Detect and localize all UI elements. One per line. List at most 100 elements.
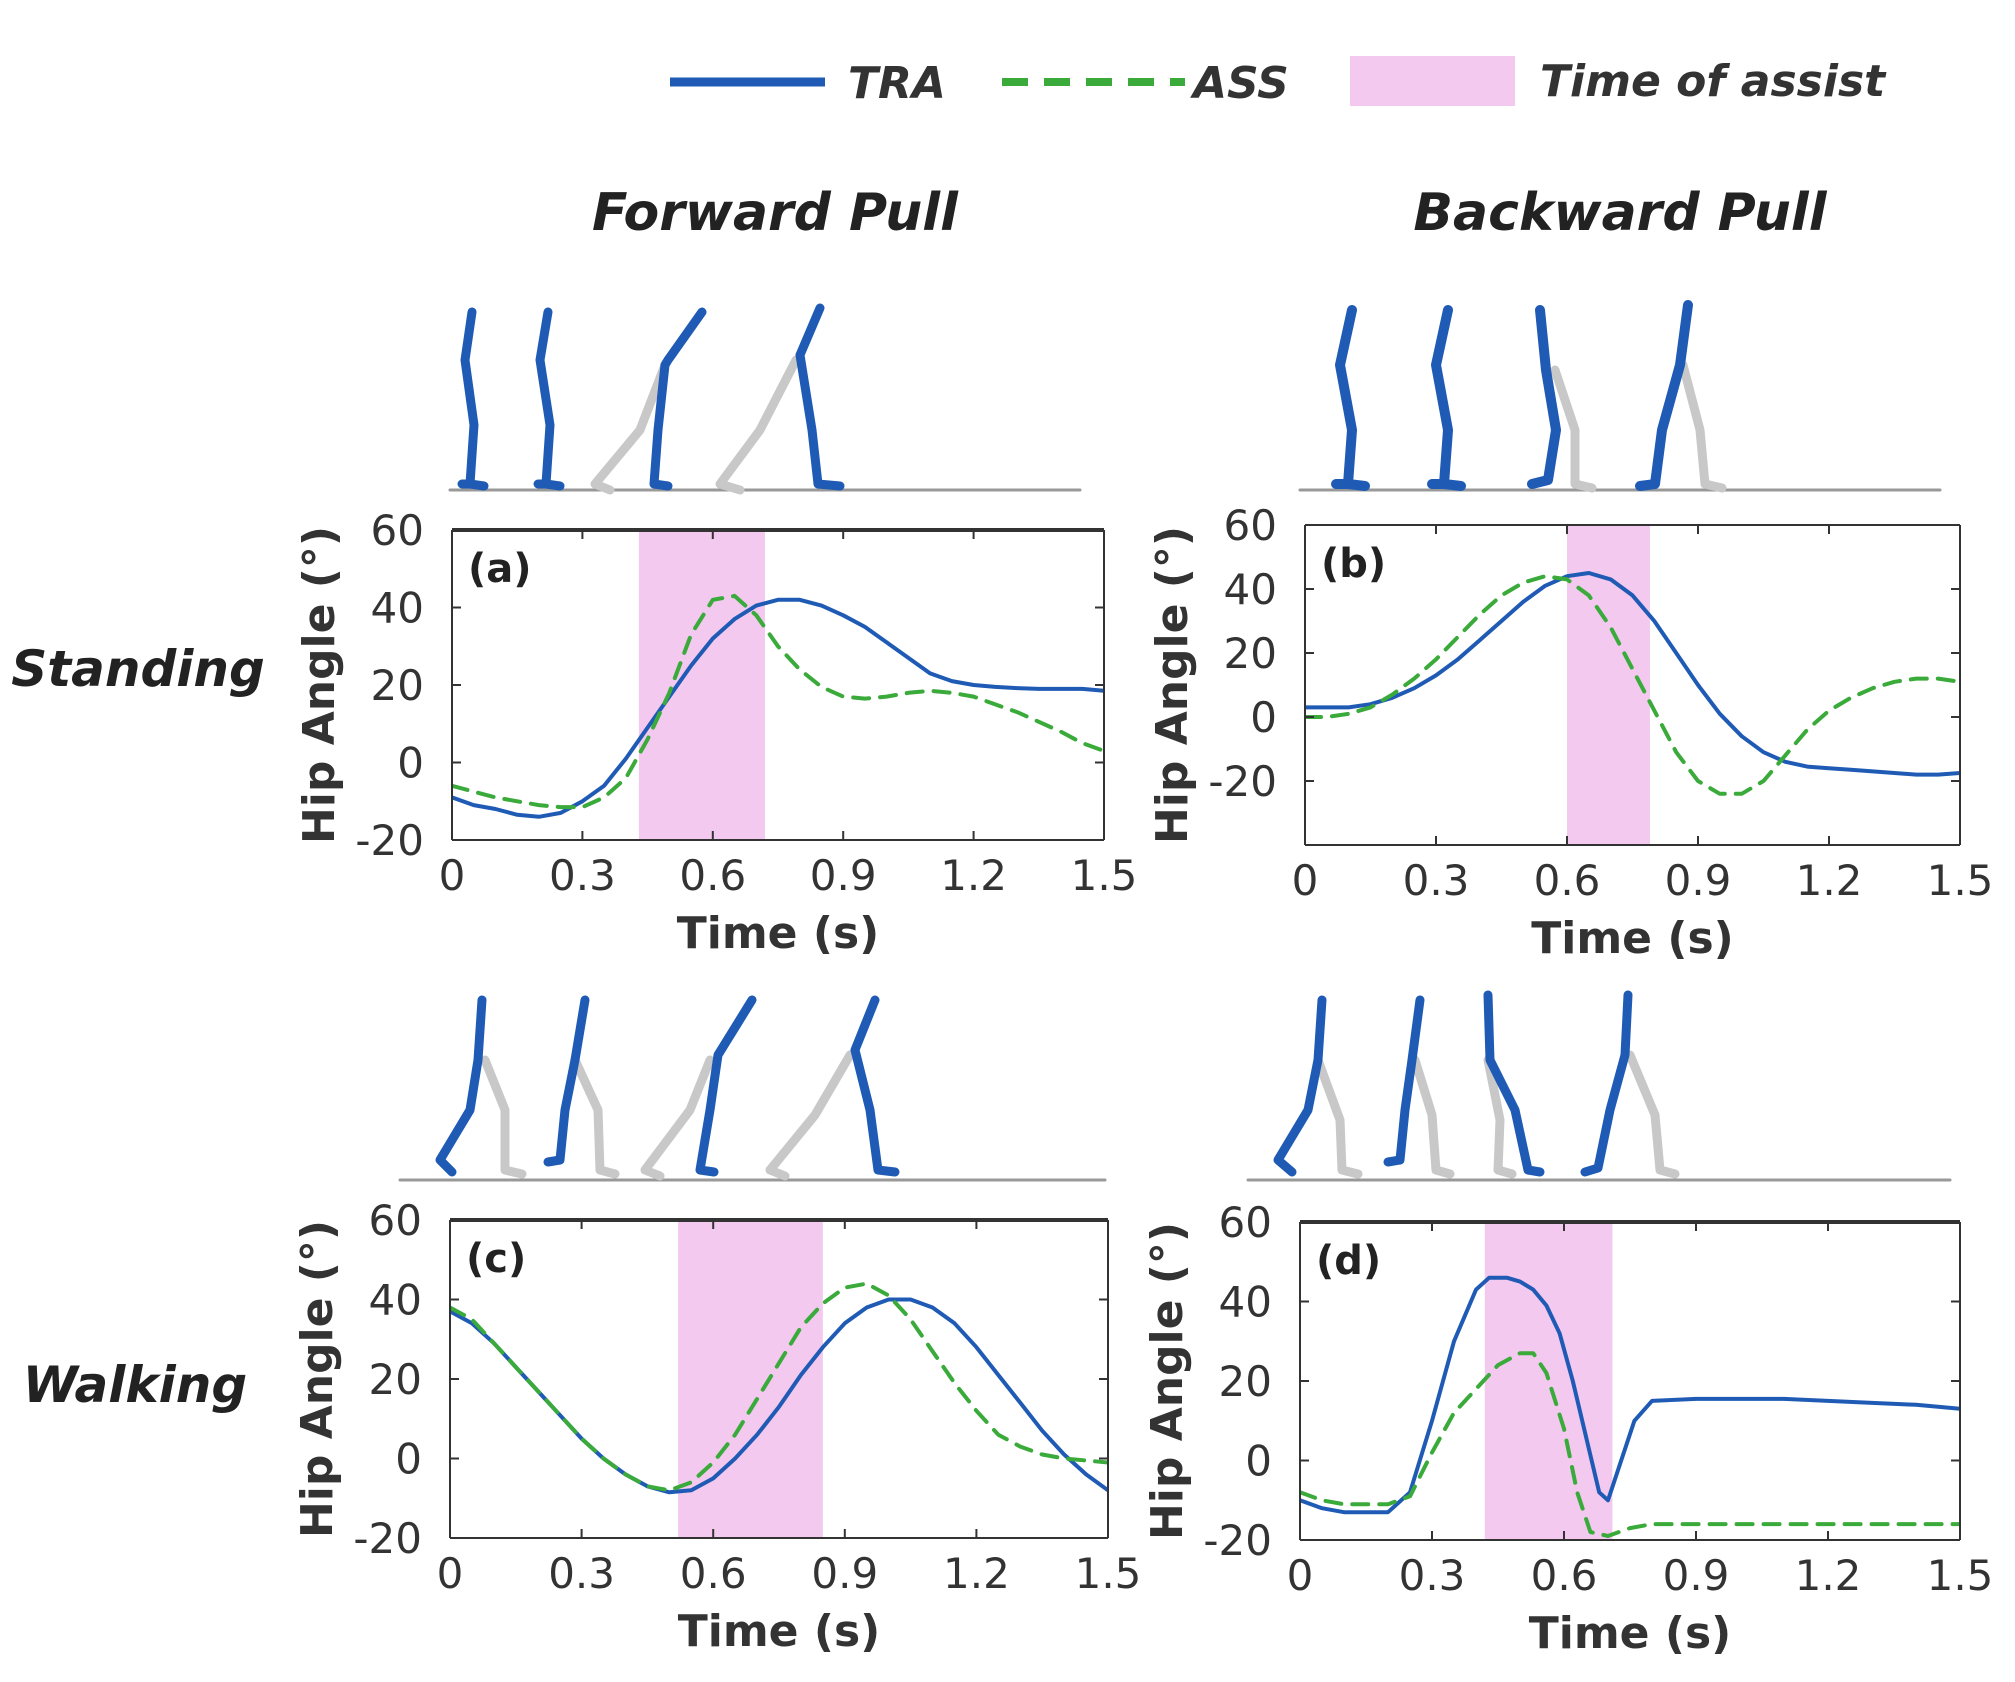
strip-d-figure-1-front	[1273, 995, 1327, 1177]
y-tick-label-c: 20	[369, 1355, 422, 1404]
legend: TRA ASS Time of assist	[670, 56, 1887, 109]
assist-window-c	[678, 1220, 823, 1538]
panel-label-b: (b)	[1321, 541, 1386, 587]
x-tick-label-d: 0	[1287, 1551, 1314, 1600]
legend-assist-swatch	[1350, 56, 1515, 106]
y-tick-label-c: 40	[369, 1276, 422, 1325]
strip-b-figure-4-back	[1678, 360, 1727, 493]
chart-panel-a: 0 0.3 0.6 0.9 1.2 1.5 60 40 20 0 -20 (a) Time (s) Hip…	[294, 506, 1137, 959]
x-tick-label-c: 0	[437, 1549, 464, 1598]
chart-panel-b: 0 0.3 0.6 0.9 1.2 1.5 60 40 20 0 -20 (b) Time (s) Hip…	[1147, 501, 1993, 964]
x-tick-label-d: 0.9	[1663, 1551, 1730, 1600]
strip-d-figure-1-back	[1313, 1055, 1363, 1179]
x-tick-label-a: 0.6	[679, 851, 746, 900]
series-ass-line-c	[450, 1281, 1108, 1493]
chart-panel-c: 0 0.3 0.6 0.9 1.2 1.5 60 40 20 0 -20 (c) Time (s) Hip…	[292, 1196, 1141, 1657]
y-tick-label-c: 0	[395, 1435, 422, 1484]
y-axis-label-a: Hip Angle (°)	[294, 526, 345, 844]
strip-b-figure-3-front	[1527, 305, 1561, 489]
x-tick-label-b: 1.5	[1927, 856, 1994, 905]
x-tick-label-d: 0.3	[1399, 1551, 1466, 1600]
x-tick-label-a: 0.3	[549, 851, 616, 900]
assist-window-a	[638, 530, 765, 840]
series-tra-line-b	[1305, 571, 1960, 777]
series-ass-line-a	[452, 593, 1104, 810]
y-tick-label-a: 40	[371, 584, 424, 633]
series-tra-line-d	[1300, 1275, 1960, 1515]
row-title-walking: Walking	[23, 1356, 247, 1414]
panel-label-d: (d)	[1316, 1238, 1381, 1284]
y-tick-label-d: 20	[1219, 1357, 1272, 1406]
y-tick-label-c: -20	[353, 1514, 422, 1563]
y-tick-label-a: -20	[355, 816, 424, 865]
y-tick-label-b: -20	[1208, 757, 1277, 806]
panel-label-c: (c)	[466, 1236, 526, 1282]
x-tick-label-c: 0.3	[548, 1549, 615, 1598]
strip-d-figure-2-back	[1410, 1055, 1455, 1179]
y-tick-label-a: 20	[371, 661, 424, 710]
y-tick-label-d: 60	[1219, 1198, 1272, 1247]
strip-c-figure-4-front	[850, 995, 900, 1177]
x-tick-label-b: 0.9	[1665, 856, 1732, 905]
y-axis-label-c: Hip Angle (°)	[292, 1220, 343, 1538]
legend-ass-label: ASS	[1190, 58, 1289, 109]
y-tick-label-a: 60	[371, 506, 424, 555]
column-title-forward: Forward Pull	[592, 183, 959, 243]
posture-strip-c	[398, 995, 1107, 1182]
y-tick-label-d: 0	[1245, 1437, 1272, 1486]
strip-b-figure-3-back	[1550, 365, 1597, 493]
x-tick-label-c: 0.6	[680, 1549, 747, 1598]
y-axis-label-d: Hip Angle (°)	[1142, 1222, 1193, 1540]
x-tick-label-c: 1.5	[1075, 1549, 1142, 1598]
x-tick-label-c: 1.2	[943, 1549, 1010, 1598]
x-axis-label-b: Time (s)	[1531, 913, 1734, 964]
strip-c-figure-2-front	[543, 995, 590, 1167]
legend-assist-label: Time of assist	[1540, 56, 1887, 107]
panel-label-a: (a)	[468, 546, 532, 592]
x-tick-label-b: 0.6	[1534, 856, 1601, 905]
strip-c-figure-3-front	[695, 995, 757, 1177]
x-tick-label-d: 1.5	[1927, 1551, 1994, 1600]
chart-panel-d: 0 0.3 0.6 0.9 1.2 1.5 60 40 20 0 -20 (d) Time (s) Hip…	[1142, 1198, 1993, 1659]
strip-c-figure-1-back	[480, 1055, 527, 1179]
x-tick-label-b: 0	[1292, 856, 1319, 905]
strip-d-figure-4-back	[1625, 1050, 1680, 1179]
strip-a-figure-4-front	[795, 303, 845, 491]
x-tick-label-b: 1.2	[1796, 856, 1863, 905]
series-tra-line-c	[450, 1297, 1108, 1495]
strip-c-figure-2-back	[570, 1055, 620, 1179]
x-tick-label-a: 1.2	[940, 851, 1007, 900]
x-tick-label-d: 1.2	[1795, 1551, 1862, 1600]
assist-window-d	[1484, 1222, 1613, 1540]
posture-strip-d	[1246, 990, 1952, 1182]
x-axis-label-c: Time (s)	[678, 1606, 881, 1657]
y-tick-label-d: -20	[1203, 1516, 1272, 1565]
x-tick-label-a: 0.9	[810, 851, 877, 900]
x-tick-label-b: 0.3	[1403, 856, 1470, 905]
y-tick-label-b: 60	[1224, 501, 1277, 550]
x-axis-label-d: Time (s)	[1529, 1608, 1732, 1659]
strip-c-figure-3-back	[640, 1055, 715, 1181]
y-axis-label-b: Hip Angle (°)	[1147, 526, 1198, 844]
chart-panels: 0 0.3 0.6 0.9 1.2 1.5 60 40 20 0 -20 (a) Time (s) Hip…	[292, 501, 1993, 1659]
strip-b-figure-1	[1331, 305, 1370, 491]
y-tick-label-a: 0	[397, 739, 424, 788]
x-axis-label-a: Time (s)	[677, 908, 880, 959]
posture-strip-b	[1298, 300, 1942, 493]
series-ass-line-d	[1300, 1351, 1960, 1538]
strip-b-figure-4-front	[1635, 300, 1693, 491]
y-tick-label-b: 0	[1250, 693, 1277, 742]
column-title-backward: Backward Pull	[1413, 183, 1827, 243]
x-tick-label-a: 1.5	[1071, 851, 1138, 900]
series-ass-line-b	[1305, 574, 1960, 796]
strip-d-figure-2-front	[1383, 995, 1425, 1167]
y-tick-label-c: 60	[369, 1196, 422, 1245]
strip-d-figure-4-front	[1580, 990, 1633, 1177]
x-tick-label-d: 0.6	[1531, 1551, 1598, 1600]
strip-d-figure-3-front	[1483, 990, 1545, 1177]
strip-c-figure-1-front	[435, 995, 487, 1177]
strip-a-figure-3-back	[590, 360, 670, 495]
x-tick-label-a: 0	[439, 851, 466, 900]
strip-c-figure-4-back	[765, 1050, 855, 1181]
